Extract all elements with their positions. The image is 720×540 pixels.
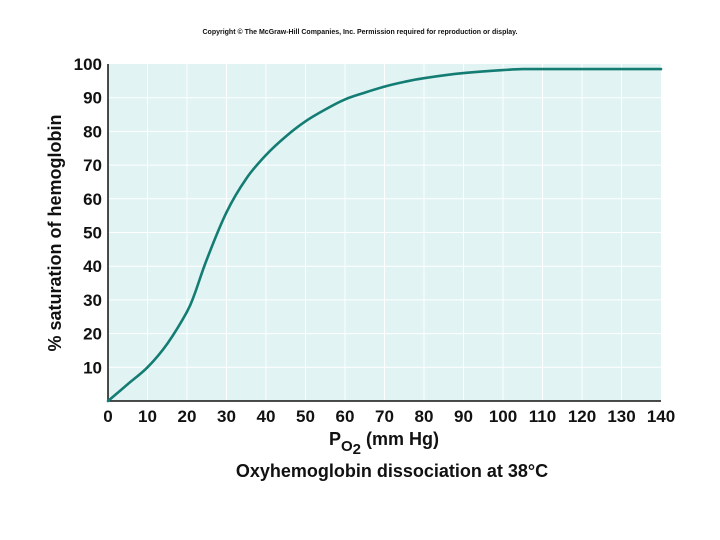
y-tick-label: 20 — [83, 325, 102, 344]
saturation-curve — [106, 67, 663, 403]
copyright-notice: Copyright © The McGraw-Hill Companies, I… — [202, 29, 518, 36]
y-tick-label: 80 — [83, 122, 102, 141]
grid — [108, 64, 661, 401]
x-axis-label-main: P — [329, 429, 341, 449]
x-axis-label-subscript: O — [341, 438, 353, 455]
y-tick-labels: 10 20 30 40 50 60 70 80 90 100 — [74, 55, 102, 377]
y-tick-label: 50 — [83, 224, 102, 243]
chart-title: Oxyhemoglobin dissociation at 38°C — [236, 461, 548, 481]
y-axis-label: % saturation of hemoglobin — [45, 115, 65, 352]
x-tick-label: 130 — [607, 407, 635, 426]
x-tick-labels: 0 10 20 30 40 50 60 70 80 90 100 110 120 130 140 — [103, 407, 675, 426]
x-tick-label: 40 — [257, 407, 276, 426]
x-tick-label: 30 — [217, 407, 236, 426]
x-axis-label-units: (mm Hg) — [361, 429, 439, 449]
y-tick-label: 70 — [83, 156, 102, 175]
y-tick-label: 40 — [83, 257, 102, 276]
x-tick-label: 100 — [489, 407, 517, 426]
y-tick-label: 10 — [83, 358, 102, 377]
x-tick-label: 140 — [647, 407, 675, 426]
y-tick-label: 60 — [83, 190, 102, 209]
x-tick-label: 90 — [454, 407, 473, 426]
x-axis-label: PO2 (mm Hg) — [329, 429, 439, 458]
x-tick-label: 0 — [103, 407, 112, 426]
x-tick-label: 80 — [415, 407, 434, 426]
x-tick-label: 120 — [568, 407, 596, 426]
axes — [107, 64, 661, 402]
y-tick-label: 30 — [83, 291, 102, 310]
x-tick-label: 20 — [178, 407, 197, 426]
x-tick-label: 10 — [138, 407, 157, 426]
x-tick-label: 70 — [375, 407, 394, 426]
y-tick-label: 100 — [74, 55, 102, 74]
x-axis-label-subscript-number: 2 — [353, 441, 361, 458]
x-tick-label: 110 — [529, 407, 556, 426]
x-tick-label: 50 — [296, 407, 315, 426]
x-tick-label: 60 — [336, 407, 355, 426]
y-tick-label: 90 — [83, 89, 102, 108]
